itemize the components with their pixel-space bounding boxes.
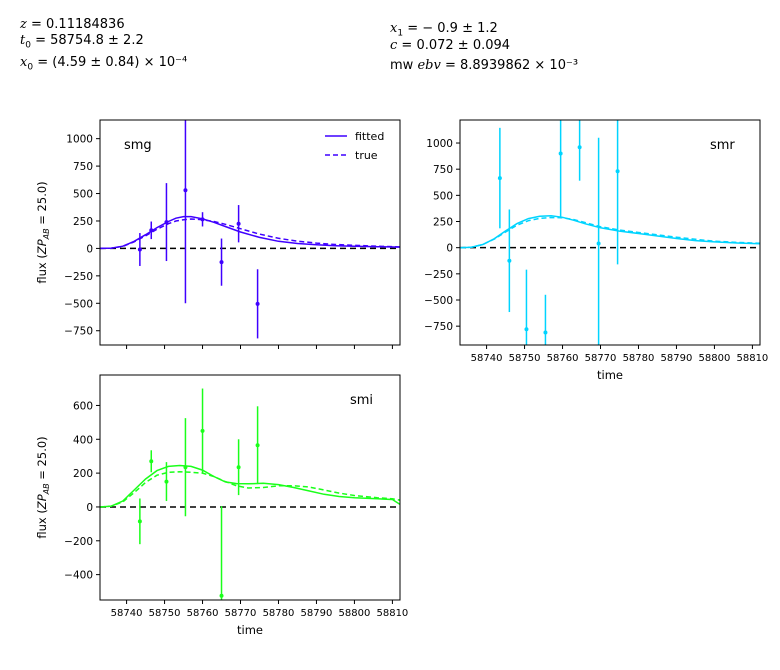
true-curve bbox=[100, 218, 400, 250]
data-point bbox=[236, 221, 241, 226]
band-label: smi bbox=[350, 393, 373, 408]
axes-frame bbox=[459, 119, 761, 346]
data-point bbox=[497, 176, 502, 181]
data-point bbox=[149, 228, 154, 233]
x-tick-label: 58740 bbox=[111, 608, 143, 619]
panel-smg: −750 −500 −250 0 250 500 750 1000 smg flux (ZPAB … bbox=[35, 119, 401, 349]
x-tick-label: 58760 bbox=[187, 608, 219, 619]
data-point bbox=[236, 465, 241, 470]
y-tick-label: −250 bbox=[424, 269, 453, 281]
data-point bbox=[255, 301, 260, 306]
legend-true-label: true bbox=[355, 149, 378, 162]
x-tick-label: 58790 bbox=[301, 608, 333, 619]
y-tick-label: 1000 bbox=[66, 134, 93, 146]
data-point bbox=[507, 258, 512, 263]
plot-area bbox=[100, 120, 400, 339]
x-tick-label: 58800 bbox=[339, 608, 371, 619]
y-tick-label: 1000 bbox=[426, 138, 453, 150]
x-axis-label: time bbox=[597, 368, 623, 382]
y-axis-label: flux (ZPAB = 25.0) bbox=[35, 181, 51, 283]
y-tick-label: 600 bbox=[73, 400, 93, 412]
data-point bbox=[219, 260, 224, 265]
y-tick-label: −250 bbox=[64, 271, 93, 283]
y-tick-label: 750 bbox=[73, 161, 93, 173]
band-label: smg bbox=[124, 138, 152, 153]
param-z: z = 0.11184836 bbox=[20, 17, 125, 32]
data-point bbox=[164, 479, 169, 484]
y-tick-label: 0 bbox=[86, 502, 93, 514]
param-x1: x1 = − 0.9 ± 1.2 bbox=[390, 21, 498, 39]
data-point bbox=[596, 241, 601, 246]
x-tick-label: 58780 bbox=[263, 608, 295, 619]
y-tick-label: −500 bbox=[64, 298, 93, 310]
true-curve bbox=[460, 216, 760, 249]
param-x0: x0 = (4.59 ± 0.84) × 10⁻⁴ bbox=[20, 55, 188, 73]
data-point bbox=[255, 443, 260, 448]
data-point bbox=[164, 220, 169, 225]
data-point bbox=[543, 330, 548, 335]
x-tick-label: 58800 bbox=[699, 353, 731, 364]
x-tick-label: 58780 bbox=[623, 353, 655, 364]
data-point bbox=[200, 428, 205, 433]
y-tick-label: 0 bbox=[86, 243, 93, 255]
y-tick-label: −750 bbox=[424, 321, 453, 333]
x-tick-label: 58810 bbox=[376, 608, 408, 619]
param-c: c = 0.072 ± 0.094 bbox=[390, 38, 511, 53]
fitted-curve bbox=[100, 215, 400, 250]
plot-area bbox=[100, 388, 400, 600]
y-tick-label: −200 bbox=[64, 536, 93, 548]
y-tick-label: 500 bbox=[73, 189, 93, 201]
param-t0-value: = 58754.8 ± 2.2 bbox=[35, 33, 144, 48]
data-point bbox=[183, 188, 188, 193]
data-point bbox=[200, 217, 205, 222]
y-axis-label: flux (ZPAB = 25.0) bbox=[35, 436, 51, 538]
y-tick-label: 250 bbox=[73, 216, 93, 228]
data-point bbox=[219, 593, 224, 598]
data-point bbox=[149, 459, 154, 464]
data-point bbox=[558, 151, 563, 156]
y-tick-label: 750 bbox=[433, 164, 453, 176]
legend-fitted-label: fitted bbox=[355, 130, 384, 143]
data-point bbox=[524, 327, 529, 332]
param-t0: t0 = 58754.8 ± 2.2 bbox=[20, 33, 144, 51]
data-point bbox=[137, 247, 142, 252]
x-tick-label: 58740 bbox=[471, 353, 503, 364]
x-tick-label: 58810 bbox=[736, 353, 768, 364]
plot-area bbox=[460, 120, 760, 345]
param-z-value: = 0.11184836 bbox=[31, 17, 125, 32]
y-tick-label: −750 bbox=[64, 326, 93, 338]
x-tick-label: 58750 bbox=[509, 353, 541, 364]
y-tick-label: 400 bbox=[73, 434, 93, 446]
param-x1-value: = − 0.9 ± 1.2 bbox=[407, 21, 498, 36]
x-tick-label: 58770 bbox=[585, 353, 617, 364]
data-point bbox=[615, 169, 620, 174]
x-tick-label: 58770 bbox=[225, 608, 257, 619]
param-x0-value: = (4.59 ± 0.84) × 10⁻⁴ bbox=[37, 55, 188, 70]
axes-frame bbox=[99, 119, 401, 346]
param-mwebv: mw ebv = 8.8939862 × 10⁻³ bbox=[390, 58, 579, 73]
fitted-curve bbox=[100, 464, 400, 508]
param-c-value: = 0.072 ± 0.094 bbox=[401, 38, 511, 53]
y-tick-label: 200 bbox=[73, 468, 93, 480]
x-tick-label: 58750 bbox=[149, 608, 181, 619]
x-tick-label: 58760 bbox=[547, 353, 579, 364]
data-point bbox=[577, 145, 582, 150]
band-label: smr bbox=[710, 138, 735, 153]
y-tick-label: −400 bbox=[64, 570, 93, 582]
y-tick-label: 250 bbox=[433, 217, 453, 229]
y-tick-label: 0 bbox=[446, 243, 453, 255]
panel-smi: −400 −200 0 200 400 600 58740 58750 58760 58770 58… bbox=[35, 374, 408, 637]
axes-frame bbox=[99, 374, 401, 601]
true-curve bbox=[100, 471, 400, 508]
panel-smr: −750 −500 −250 0 250 500 750 1000 58740 58750 5876… bbox=[424, 119, 768, 382]
x-axis-label: time bbox=[237, 623, 263, 637]
y-tick-label: 500 bbox=[433, 190, 453, 202]
y-tick-label: −500 bbox=[424, 295, 453, 307]
x-tick-label: 58790 bbox=[661, 353, 693, 364]
data-point bbox=[137, 519, 142, 524]
data-point bbox=[183, 465, 188, 470]
legend: fitted true bbox=[325, 130, 384, 162]
param-mwebv-value: = 8.8939862 × 10⁻³ bbox=[444, 58, 579, 73]
